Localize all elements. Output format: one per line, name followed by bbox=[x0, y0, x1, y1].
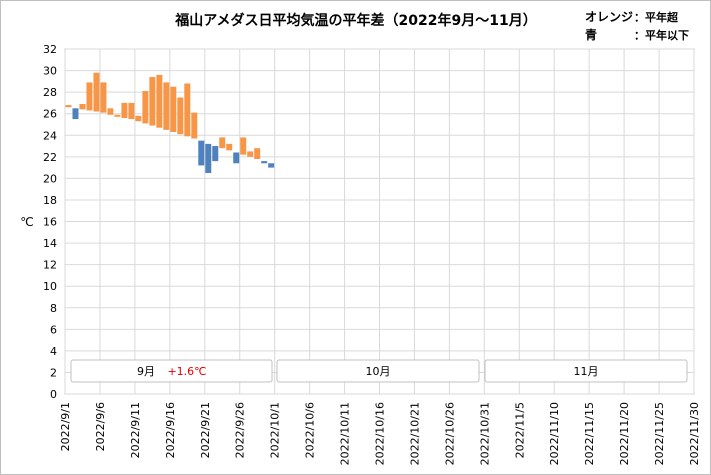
x-tick-label: 2022/9/16 bbox=[164, 402, 177, 458]
y-tick-label: 24 bbox=[43, 129, 57, 142]
bar-below-normal bbox=[198, 140, 205, 166]
bar-above-normal bbox=[86, 82, 93, 111]
y-tick-label: 14 bbox=[43, 237, 57, 250]
bar-above-normal bbox=[142, 91, 149, 124]
x-tick-label: 2022/9/6 bbox=[94, 402, 107, 451]
bar-above-normal bbox=[79, 103, 86, 110]
bar-above-normal bbox=[247, 151, 254, 157]
y-tick-label: 12 bbox=[43, 259, 57, 272]
bar-above-normal bbox=[156, 74, 163, 128]
y-tick-label: 26 bbox=[43, 108, 57, 121]
gridlines bbox=[64, 48, 695, 395]
bar-above-normal bbox=[219, 137, 226, 149]
bar-below-normal bbox=[261, 161, 268, 164]
bar-above-normal bbox=[128, 102, 135, 120]
legend-above-label: オレンジ bbox=[585, 10, 633, 24]
y-tick-label: 6 bbox=[50, 323, 57, 336]
y-tick-label: 2 bbox=[50, 366, 57, 379]
y-tick-label: 8 bbox=[50, 302, 57, 315]
y-tick-label: 22 bbox=[43, 151, 57, 164]
x-tick-labels: 2022/9/1 2022/9/6 2022/9/11 2022/9/16 2022/9… bbox=[59, 402, 701, 465]
x-tick-label: 2022/11/5 bbox=[513, 402, 526, 458]
bar-below-normal bbox=[205, 143, 212, 173]
x-tick-label: 2022/9/21 bbox=[199, 402, 212, 458]
legend-below-desc: ：平年以下 bbox=[634, 28, 689, 42]
chart-title: 福山アメダス日平均気温の平年差（2022年9月～11月） bbox=[174, 12, 537, 29]
x-tick-label: 2022/11/10 bbox=[548, 402, 561, 465]
x-tick-label: 2022/11/20 bbox=[618, 402, 631, 465]
month-box-oct: 10月 bbox=[276, 359, 480, 383]
bar-above-normal bbox=[177, 97, 184, 135]
y-tick-label: 4 bbox=[50, 345, 57, 358]
bars bbox=[65, 72, 275, 173]
legend-above-desc: ：平年超 bbox=[634, 10, 679, 24]
bar-below-normal bbox=[233, 152, 240, 164]
x-tick-label: 2022/10/21 bbox=[408, 402, 421, 465]
y-tick-label: 0 bbox=[50, 388, 57, 401]
month-anomaly-sep: +1.6℃ bbox=[167, 365, 206, 378]
x-tick-label: 2022/11/25 bbox=[653, 402, 666, 465]
bar-above-normal bbox=[170, 86, 177, 133]
bar-below-normal bbox=[72, 108, 79, 120]
y-axis-label: ℃ bbox=[20, 215, 33, 229]
y-tick-label: 28 bbox=[43, 86, 57, 99]
month-label-nov: 11月 bbox=[574, 365, 599, 378]
bar-above-normal bbox=[114, 114, 121, 117]
month-label-sep: 9月 bbox=[137, 365, 155, 378]
y-tick-label: 18 bbox=[43, 194, 57, 207]
x-tick-label: 2022/10/11 bbox=[339, 402, 352, 465]
x-tick-label: 2022/11/15 bbox=[583, 402, 596, 465]
bar-above-normal bbox=[135, 115, 142, 122]
x-tick-label: 2022/9/11 bbox=[129, 402, 142, 458]
bar-above-normal bbox=[163, 82, 170, 130]
y-tick-label: 32 bbox=[43, 43, 57, 56]
x-tick-label: 2022/10/6 bbox=[304, 402, 317, 458]
month-box-nov: 11月 bbox=[484, 359, 688, 383]
y-tick-label: 10 bbox=[43, 280, 57, 293]
x-tick-label: 2022/10/16 bbox=[374, 402, 387, 465]
legend-below-label: 青 bbox=[585, 27, 597, 42]
y-tick-label: 20 bbox=[43, 172, 57, 185]
x-tick-label: 2022/9/1 bbox=[59, 402, 72, 451]
x-tick-label: 2022/10/1 bbox=[269, 402, 282, 458]
y-tick-label: 30 bbox=[43, 65, 57, 78]
bar-below-normal bbox=[212, 146, 219, 162]
bar-below-normal bbox=[268, 163, 275, 168]
x-tick-label: 2022/11/30 bbox=[688, 402, 701, 465]
bar-above-normal bbox=[93, 72, 100, 112]
bar-above-normal bbox=[254, 148, 261, 159]
bar-above-normal bbox=[107, 108, 114, 115]
month-label-oct: 10月 bbox=[366, 365, 391, 378]
bar-above-normal bbox=[226, 143, 233, 151]
x-tick-label: 2022/9/26 bbox=[234, 402, 247, 458]
bar-above-normal bbox=[65, 105, 72, 108]
bar-above-normal bbox=[121, 102, 128, 118]
bar-above-normal bbox=[149, 77, 156, 126]
bar-above-normal bbox=[100, 82, 107, 113]
x-tick-label: 2022/10/26 bbox=[443, 402, 456, 465]
y-tick-label: 16 bbox=[43, 216, 57, 229]
x-tick-label: 2022/10/31 bbox=[478, 402, 491, 465]
bar-above-normal bbox=[184, 83, 191, 137]
bar-above-normal bbox=[240, 137, 247, 155]
bar-above-normal bbox=[191, 112, 198, 139]
month-box-sep: 9月 +1.6℃ bbox=[70, 359, 273, 383]
